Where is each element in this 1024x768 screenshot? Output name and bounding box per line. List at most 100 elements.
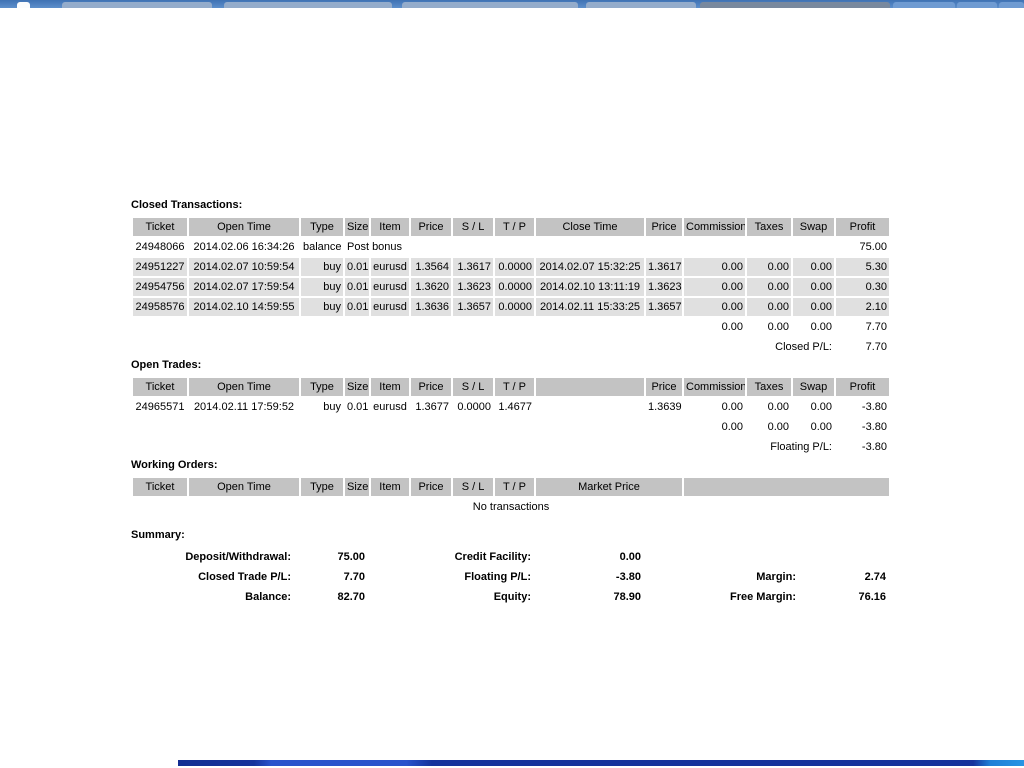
col-header-open-time: Open Time	[189, 478, 299, 496]
cell-tp: 0.0000	[495, 258, 534, 276]
summary-value: 7.70	[343, 571, 365, 583]
summary-row: Deposit/Withdrawal: 75.00 Credit Facilit…	[133, 548, 888, 566]
balance-row: 24948066 2014.02.06 16:34:26 balance Pos…	[133, 238, 889, 256]
summary-title: Summary:	[131, 529, 185, 541]
total-profit: -3.80	[861, 421, 887, 433]
open-trades-title: Open Trades:	[131, 359, 202, 371]
cell-sl: 1.3623	[453, 278, 493, 296]
cell-type: balance	[303, 241, 342, 253]
col-header-item: Item	[371, 378, 409, 396]
cell-ticket: 24951227	[133, 258, 187, 276]
cell-item: eurusd	[371, 298, 409, 316]
summary-value: -3.80	[615, 571, 641, 583]
closed-pl-row: Closed P/L: 7.70	[133, 338, 889, 356]
summary-label: Credit Facility:	[454, 551, 531, 563]
tab-fragment	[402, 2, 578, 8]
taskbar-top-edge	[178, 760, 1024, 766]
empty-row: No transactions	[133, 498, 889, 516]
no-transactions-text: No transactions	[472, 501, 550, 513]
cell-price: 1.3564	[411, 258, 451, 276]
tab-fragment	[586, 2, 696, 8]
cell-profit: -3.80	[861, 401, 887, 413]
col-header-tp: T / P	[495, 478, 534, 496]
col-header-profit: Profit	[836, 378, 889, 396]
cell-price: 1.3677	[415, 401, 449, 413]
floating-pl-value: -3.80	[861, 441, 887, 453]
browser-top-edge	[0, 0, 1024, 8]
col-header-size: Size	[345, 478, 369, 496]
totals-row: 0.00 0.00 0.00 7.70	[133, 318, 889, 336]
cell-size: 0.01	[345, 298, 369, 316]
cell-close-price: 1.3657	[646, 298, 682, 316]
col-header-ticket: Ticket	[133, 478, 187, 496]
cell-ticket: 24948066	[135, 241, 185, 253]
cell-swap: 0.00	[793, 298, 834, 316]
open-trades-table: Ticket Open Time Type Size Item Price S …	[131, 376, 891, 458]
table-row: 24958576 2014.02.10 14:59:55 buy 0.01 eu…	[133, 298, 889, 316]
tab-fragment-blue	[957, 2, 997, 8]
cell-open-time: 2014.02.06 16:34:26	[193, 241, 295, 253]
cell-close-price: 1.3623	[646, 278, 682, 296]
cell-item: eurusd	[373, 401, 407, 413]
summary-value: 0.00	[619, 551, 641, 563]
col-header-type: Type	[301, 218, 343, 236]
cell-comment: Post bonus	[347, 241, 403, 253]
cell-swap: 0.00	[793, 278, 834, 296]
cell-ticket: 24954756	[133, 278, 187, 296]
col-header-swap: Swap	[793, 218, 834, 236]
working-orders-title: Working Orders:	[131, 459, 218, 471]
cell-type: buy	[301, 278, 343, 296]
tab-fragment-blue	[999, 2, 1024, 8]
total-swap: 0.00	[810, 321, 832, 333]
summary-label: Equity:	[493, 591, 531, 603]
cell-size: 0.01	[347, 401, 369, 413]
cell-taxes: 0.00	[747, 258, 791, 276]
cell-open-time: 2014.02.10 14:59:55	[189, 298, 299, 316]
cell-commission: 0.00	[684, 258, 745, 276]
cell-profit: 5.30	[836, 258, 889, 276]
cell-ticket: 24965571	[135, 401, 185, 413]
working-orders-table: Ticket Open Time Type Size Item Price S …	[131, 476, 891, 518]
cell-price: 1.3636	[411, 298, 451, 316]
cell-profit: 2.10	[836, 298, 889, 316]
total-taxes: 0.00	[767, 421, 789, 433]
cell-sl: 1.3617	[453, 258, 493, 276]
cell-open-time: 2014.02.07 17:59:54	[189, 278, 299, 296]
summary-label: Free Margin:	[729, 591, 796, 603]
closed-transactions-table: Ticket Open Time Type Size Item Price S …	[131, 216, 891, 358]
col-header-market-price: Price	[646, 378, 682, 396]
cell-type: buy	[301, 258, 343, 276]
summary-value: 2.74	[864, 571, 886, 583]
col-header-tp: T / P	[495, 378, 534, 396]
cell-market-price: 1.3639	[648, 401, 682, 413]
summary-value: 82.70	[337, 591, 365, 603]
closed-pl-label: Closed P/L:	[775, 341, 832, 353]
col-header-price: Price	[411, 378, 451, 396]
tab-fragment-dark	[700, 2, 890, 8]
col-header-sl: S / L	[453, 478, 493, 496]
summary-row: Closed Trade P/L: 7.70 Floating P/L: -3.…	[133, 568, 888, 586]
cell-commission: 0.00	[684, 278, 745, 296]
cell-close-price: 1.3617	[646, 258, 682, 276]
col-header-swap: Swap	[793, 378, 834, 396]
col-header-open-time: Open Time	[189, 378, 299, 396]
cell-profit: 0.30	[836, 278, 889, 296]
col-header-market-price: Market Price	[536, 478, 682, 496]
cell-commission: 0.00	[721, 401, 743, 413]
table-header-row: Ticket Open Time Type Size Item Price S …	[133, 378, 889, 396]
cell-blank	[536, 398, 644, 416]
summary-label	[645, 548, 798, 566]
col-header-close-price: Price	[646, 218, 682, 236]
col-header-ticket: Ticket	[133, 218, 187, 236]
total-commission: 0.00	[721, 421, 743, 433]
col-header-open-time: Open Time	[189, 218, 299, 236]
col-header-type: Type	[301, 378, 343, 396]
table-header-row: Ticket Open Time Type Size Item Price S …	[133, 478, 889, 496]
col-header-blank	[536, 378, 644, 396]
cell-tp: 1.4677	[498, 401, 532, 413]
col-header-sl: S / L	[453, 218, 493, 236]
cell-taxes: 0.00	[747, 278, 791, 296]
cell-item: eurusd	[371, 258, 409, 276]
total-swap: 0.00	[810, 421, 832, 433]
col-header-price: Price	[411, 218, 451, 236]
